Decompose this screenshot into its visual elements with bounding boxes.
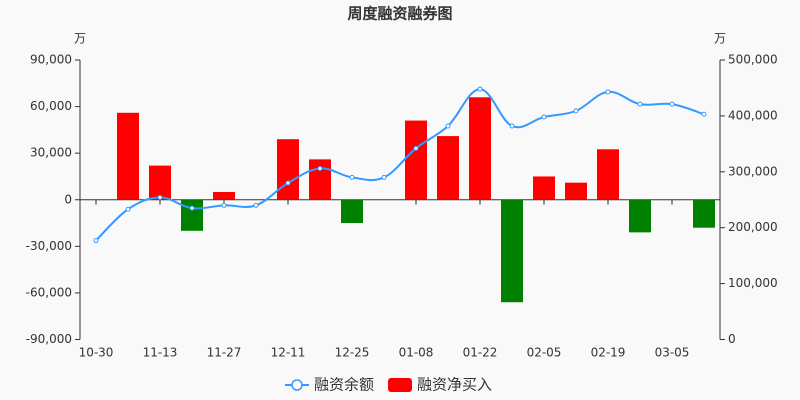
legend-label: 融资净买入 [417,376,492,394]
line [95,88,705,242]
y2-unit: 万 [714,32,726,46]
y2-tick-label: 300,000 [728,164,778,178]
x-tick-label: 11-13 [143,346,178,360]
x-tick-label: 02-19 [591,346,626,360]
y-tick-label: 30,000 [30,146,72,160]
bar [597,149,619,200]
legend-label: 融资余额 [314,376,374,394]
x-tick-label: 12-25 [335,346,370,360]
line-point [285,180,291,186]
y2-tick-label: 400,000 [728,108,778,122]
chart-title: 周度融资融券图 [347,5,452,23]
x-tick-label: 12-11 [271,346,306,360]
line-point [445,123,451,129]
bar [277,139,299,200]
y-tick-label: 60,000 [30,99,72,113]
line-point [477,86,483,92]
line-point [413,145,419,151]
line-point [637,101,643,107]
line-point [701,111,707,117]
line-point [541,114,547,120]
bar [693,199,715,228]
bar [565,182,587,200]
x-tick-label: 01-08 [399,346,434,360]
bar [405,120,427,200]
bar [213,191,235,200]
bar [117,112,139,200]
line-point [317,165,323,171]
y-tick-label: -90,000 [26,332,72,346]
bar [341,199,363,224]
y2-tick-label: 100,000 [728,276,778,290]
line-point [125,206,131,212]
y-tick-label: 0 [64,192,72,206]
y2-tick-label: 200,000 [728,220,778,234]
bar [533,176,555,200]
bar [181,199,203,231]
line-point [669,101,675,107]
y-tick-label: -30,000 [26,239,72,253]
x-tick-label: 10-30 [79,346,114,360]
bar [629,199,651,233]
x-tick-label: 01-22 [463,346,498,360]
line-point [157,195,163,201]
line-point [189,205,195,211]
line-point [381,174,387,180]
y-tick-label: 90,000 [30,53,72,67]
y2-tick-label: 500,000 [728,53,778,67]
legend-icon [291,379,303,391]
legend-icon [388,378,413,392]
line-point [349,174,355,180]
bar [469,97,491,200]
x-tick-label: 03-05 [655,346,690,360]
line-point [573,108,579,114]
line-point [253,202,259,208]
line-point [509,123,515,129]
x-tick-label: 02-05 [527,346,562,360]
line-point [93,238,99,244]
bar [437,136,459,200]
y2-tick-label: 0 [728,332,736,346]
y-tick-label: -60,000 [26,285,72,299]
bar [149,165,171,200]
line-point [221,202,227,208]
bar [501,199,523,303]
x-tick-label: 11-27 [207,346,242,360]
bar [309,159,331,200]
y-unit: 万 [74,32,86,46]
line-point [605,89,611,95]
